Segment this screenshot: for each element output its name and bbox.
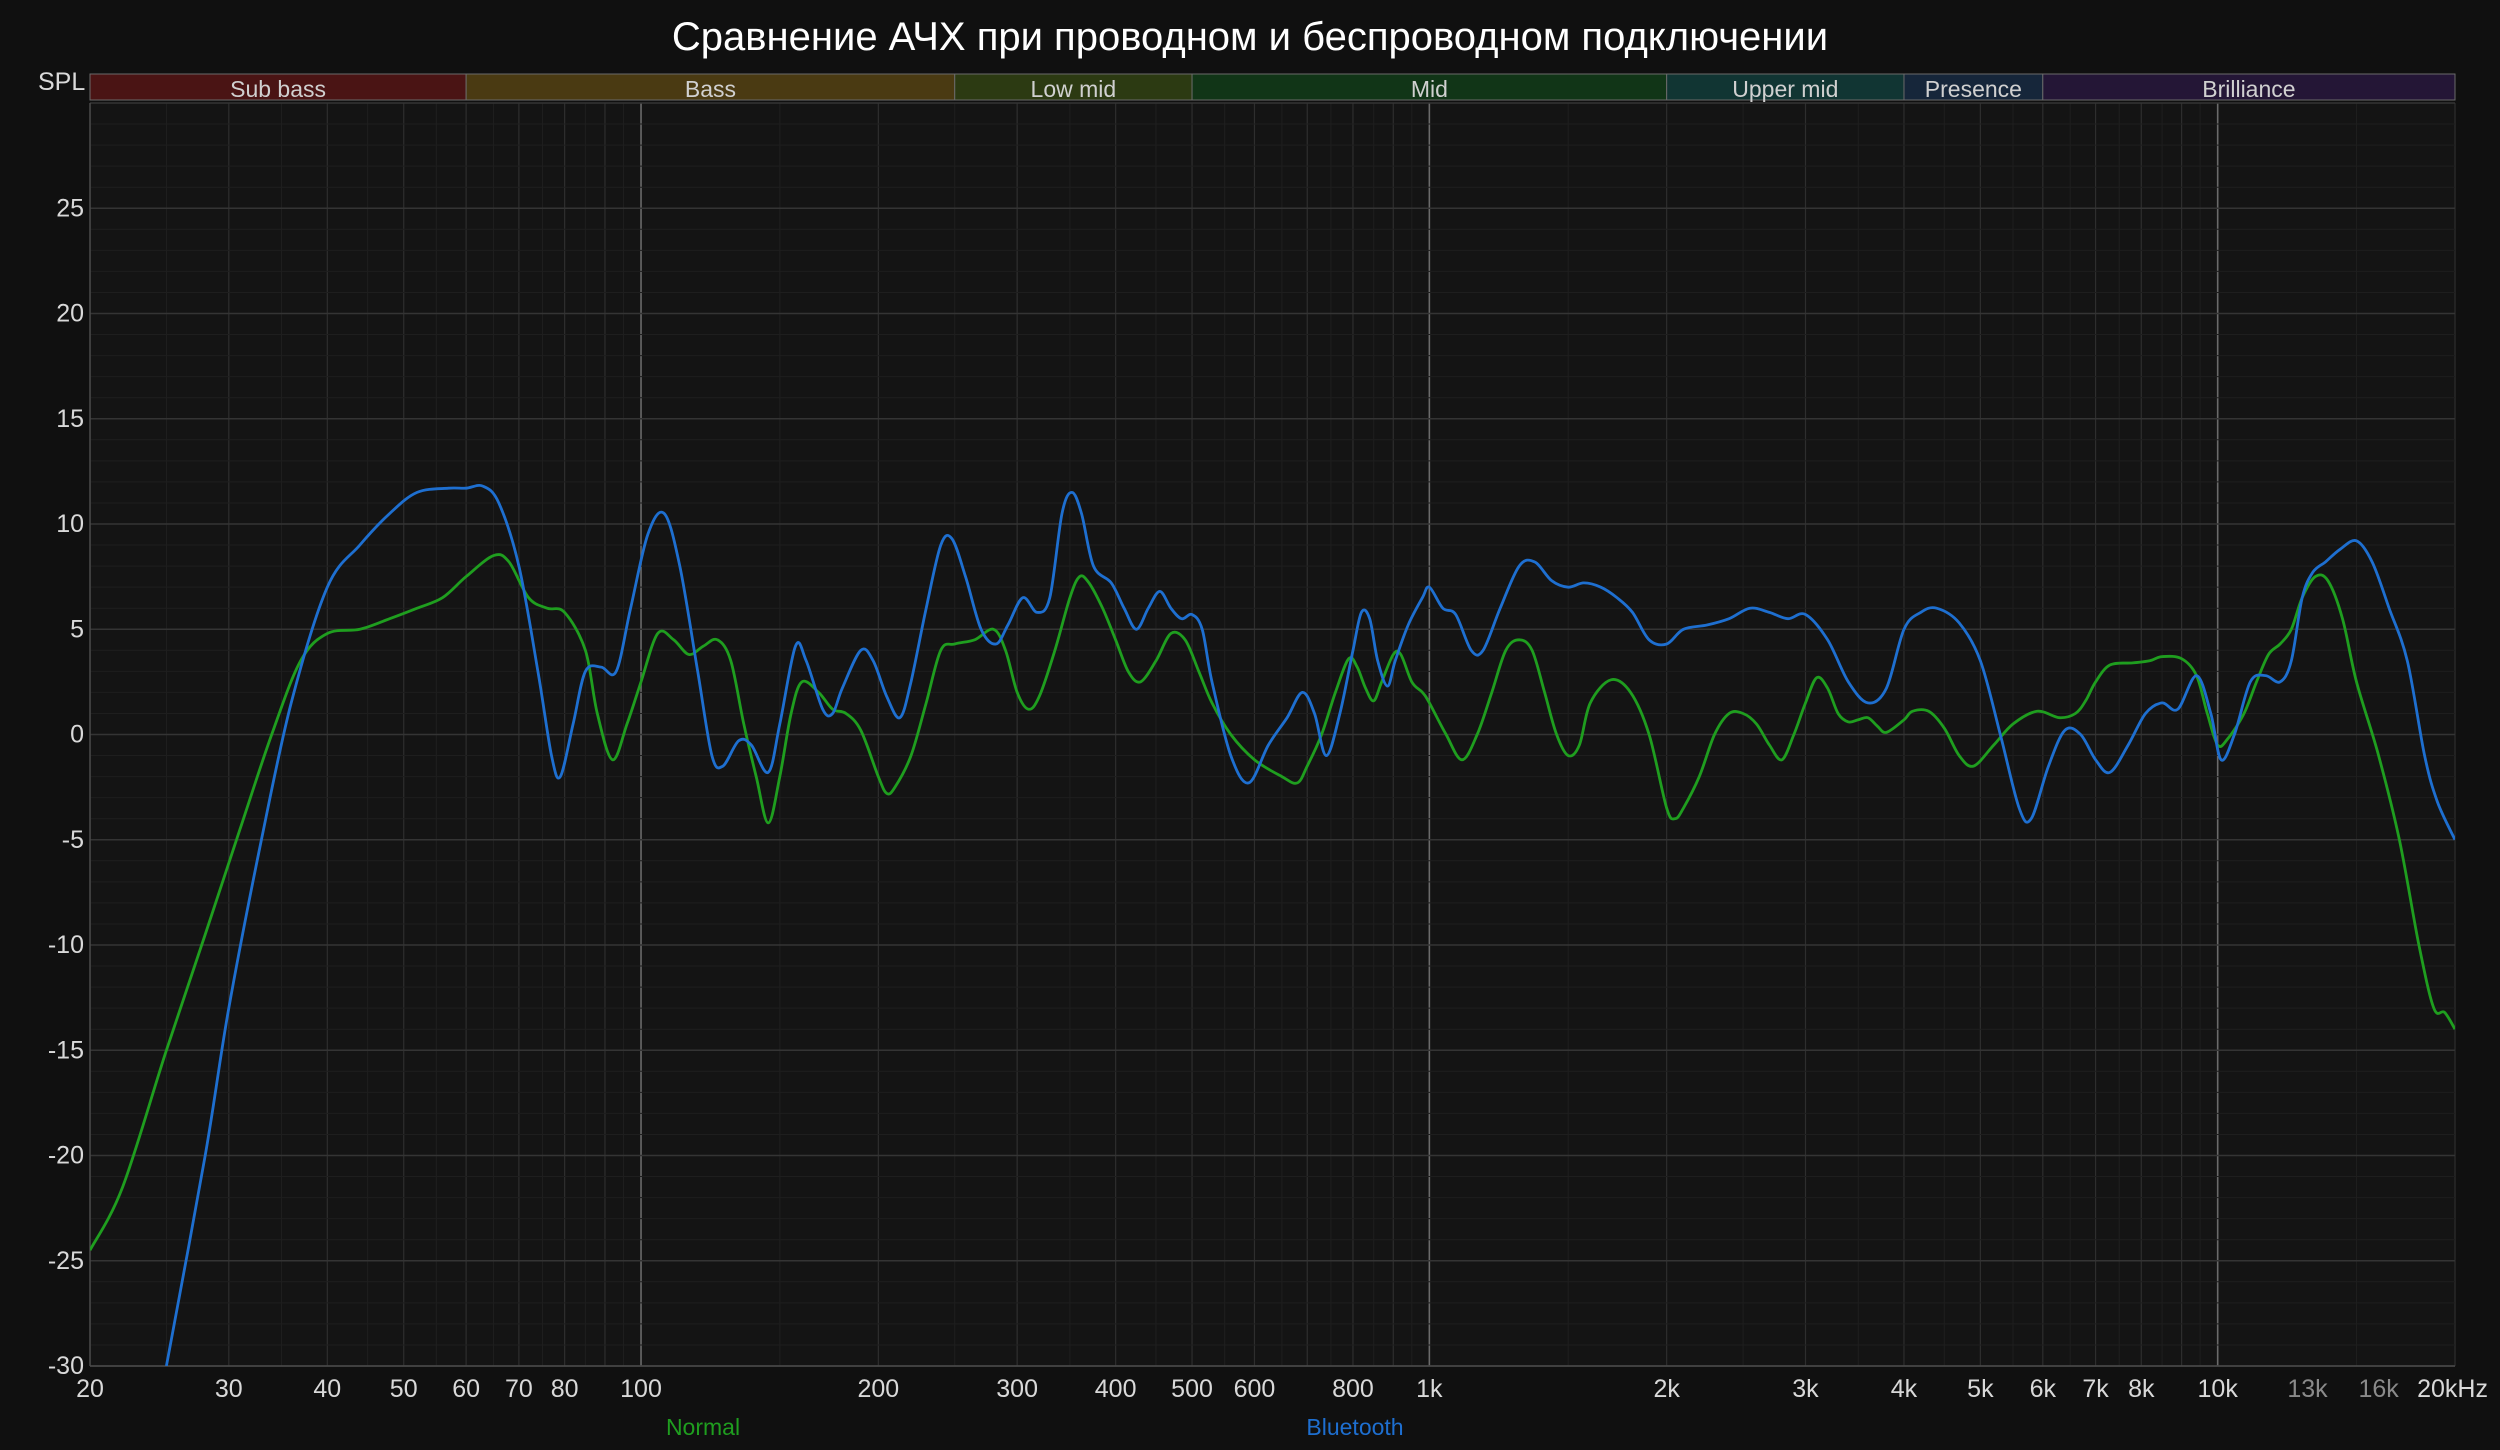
x-tick-label: 3k: [1792, 1375, 1819, 1403]
legend-entry-normal: Normal: [666, 1414, 740, 1440]
x-tick-label: 300: [996, 1375, 1038, 1403]
x-tick-label: 13k: [2287, 1375, 2328, 1403]
band-low-mid: [954, 73, 1193, 101]
x-tick-label: 60: [452, 1375, 480, 1403]
y-tick-label: 0: [70, 721, 84, 749]
x-tick-label: 30: [215, 1375, 243, 1403]
x-tick-label: 5k: [1967, 1375, 1994, 1403]
band-label: Sub bass: [230, 76, 326, 102]
x-tick-label: 500: [1171, 1375, 1213, 1403]
y-tick-label: 5: [70, 615, 84, 643]
band-label: Upper mid: [1732, 76, 1838, 102]
y-tick-label: 15: [56, 405, 84, 433]
y-tick-label: -20: [48, 1142, 84, 1170]
x-tick-label: 400: [1095, 1375, 1137, 1403]
y-tick-label: 20: [56, 300, 84, 328]
chart-title: Сравнение АЧХ при проводном и беспроводн…: [672, 15, 1828, 59]
band-bass: [465, 73, 956, 101]
band-upper-mid: [1666, 73, 1905, 101]
x-tick-label: 6k: [2030, 1375, 2057, 1403]
x-tick-label: 80: [551, 1375, 579, 1403]
x-tick-label: 7k: [2082, 1375, 2109, 1403]
x-tick-label: 4k: [1891, 1375, 1918, 1403]
x-tick-label: 10k: [2198, 1375, 2239, 1403]
x-tick-label: 20: [76, 1375, 104, 1403]
x-tick-label: 1k: [1416, 1375, 1443, 1403]
legend: Normal Bluetooth: [666, 1414, 1404, 1440]
x-tick-label: 20kHz: [2417, 1375, 2488, 1403]
series-line-bluetooth: [165, 483, 2455, 1366]
y-tick-label: -10: [48, 931, 84, 959]
band-label: Low mid: [1031, 76, 1117, 102]
x-axis: 20 30 40 50 60 70 80 100 200 300 400 500 600 800 1k 2k 3…: [76, 1375, 2488, 1403]
grid: [89, 102, 2456, 1367]
y-tick-label: -15: [48, 1036, 84, 1064]
series-line-normal: [90, 553, 2455, 1251]
band-label: Brilliance: [2202, 76, 2295, 102]
y-tick-label: 10: [56, 510, 84, 538]
y-tick-label: -5: [62, 826, 84, 854]
x-tick-label: 8k: [2128, 1375, 2155, 1403]
x-tick-label: 200: [857, 1375, 899, 1403]
x-tick-label: 70: [505, 1375, 533, 1403]
y-axis-label: SPL: [38, 68, 85, 96]
x-tick-label: 100: [620, 1375, 662, 1403]
band-brilliance: [2042, 73, 2456, 101]
x-tick-label: 800: [1332, 1375, 1374, 1403]
band-presence: [1903, 73, 2044, 101]
x-tick-label: 50: [390, 1375, 418, 1403]
y-axis: 25 20 15 10 5 0 -5 -10 -15 -20 -25 -30: [48, 194, 84, 1380]
band-label: Presence: [1925, 76, 2022, 102]
frequency-bands: Sub bass Bass Low mid Mid Upper mid Presence B…: [89, 73, 2456, 102]
x-tick-label: 16k: [2358, 1375, 2399, 1403]
y-tick-label: 25: [56, 194, 84, 222]
series-lines: [90, 483, 2455, 1366]
x-tick-label: 40: [313, 1375, 341, 1403]
legend-entry-bluetooth: Bluetooth: [1306, 1414, 1403, 1440]
y-tick-label: -30: [48, 1352, 84, 1380]
x-tick-label: 2k: [1653, 1375, 1680, 1403]
band-label: Mid: [1411, 76, 1448, 102]
band-sub-bass: [89, 73, 467, 101]
band-label: Bass: [685, 76, 736, 102]
y-tick-label: -25: [48, 1247, 84, 1275]
x-tick-label: 600: [1234, 1375, 1276, 1403]
